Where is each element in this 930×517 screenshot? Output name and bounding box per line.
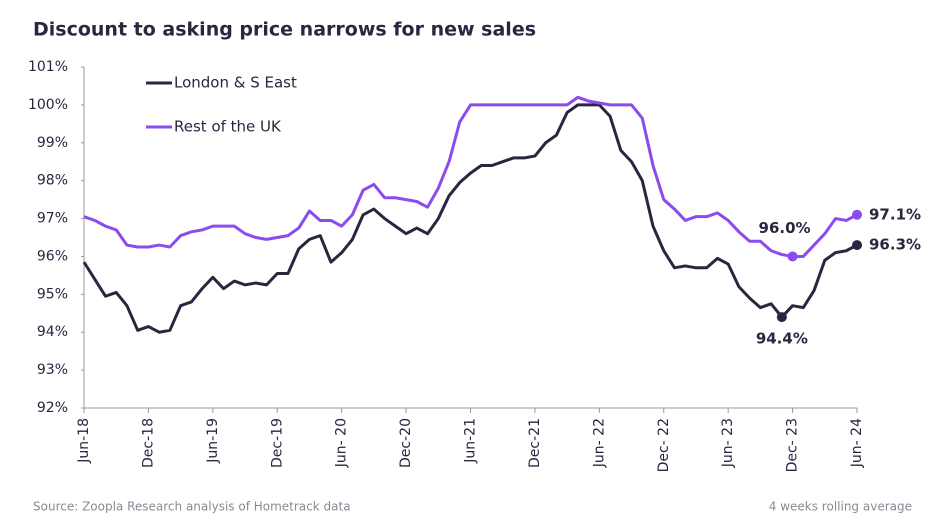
y-tick-label: 98% xyxy=(37,173,68,189)
source: Source: Zoopla Research analysis of Home… xyxy=(33,500,351,514)
x-tick-label: Jun- 22 xyxy=(591,418,607,468)
x-tick-label: Dec- 23 xyxy=(785,418,801,472)
y-tick-label: 100% xyxy=(28,97,68,113)
legend-label: Rest of the UK xyxy=(174,118,282,136)
series-line xyxy=(83,95,858,258)
x-tick-label: Dec- 22 xyxy=(656,418,672,472)
data-label: 94.4% xyxy=(756,330,808,348)
chart-title: Discount to asking price narrows for new… xyxy=(33,19,536,41)
point-marker xyxy=(787,251,798,262)
x-tick-label: Jun-19 xyxy=(205,418,221,464)
x-tick-label: Dec-21 xyxy=(527,418,543,468)
data-label: 96.0% xyxy=(759,219,811,237)
data-label: 97.1% xyxy=(869,205,921,223)
point-marker xyxy=(776,312,787,323)
x-tick-label: Dec-19 xyxy=(269,418,285,468)
x-tick-label: Dec-20 xyxy=(398,418,414,468)
x-tick-label: Jun- 23 xyxy=(720,418,736,468)
x-tick-label: Jun- 20 xyxy=(334,418,350,468)
y-tick-label: 99% xyxy=(37,135,68,151)
data-label: 96.3% xyxy=(869,236,921,254)
y-tick-label: 94% xyxy=(37,324,68,340)
y-tick-label: 93% xyxy=(37,362,68,378)
legend-label: London & S East xyxy=(174,74,297,92)
x-tick-label: Jun-18 xyxy=(76,418,92,464)
point-marker xyxy=(852,209,862,220)
note: 4 weeks rolling average xyxy=(769,500,912,514)
x-tick-label: Jun- 24 xyxy=(849,418,865,468)
y-tick-label: 101% xyxy=(28,59,68,75)
y-tick-label: 97% xyxy=(37,211,68,227)
x-tick-label: Dec-18 xyxy=(140,418,156,468)
x-tick-label: Jun-21 xyxy=(463,418,479,464)
y-tick-label: 92% xyxy=(37,400,68,416)
series-line xyxy=(82,103,858,334)
point-marker xyxy=(852,240,862,251)
y-tick-label: 95% xyxy=(37,286,68,302)
y-tick-label: 96% xyxy=(37,248,68,264)
